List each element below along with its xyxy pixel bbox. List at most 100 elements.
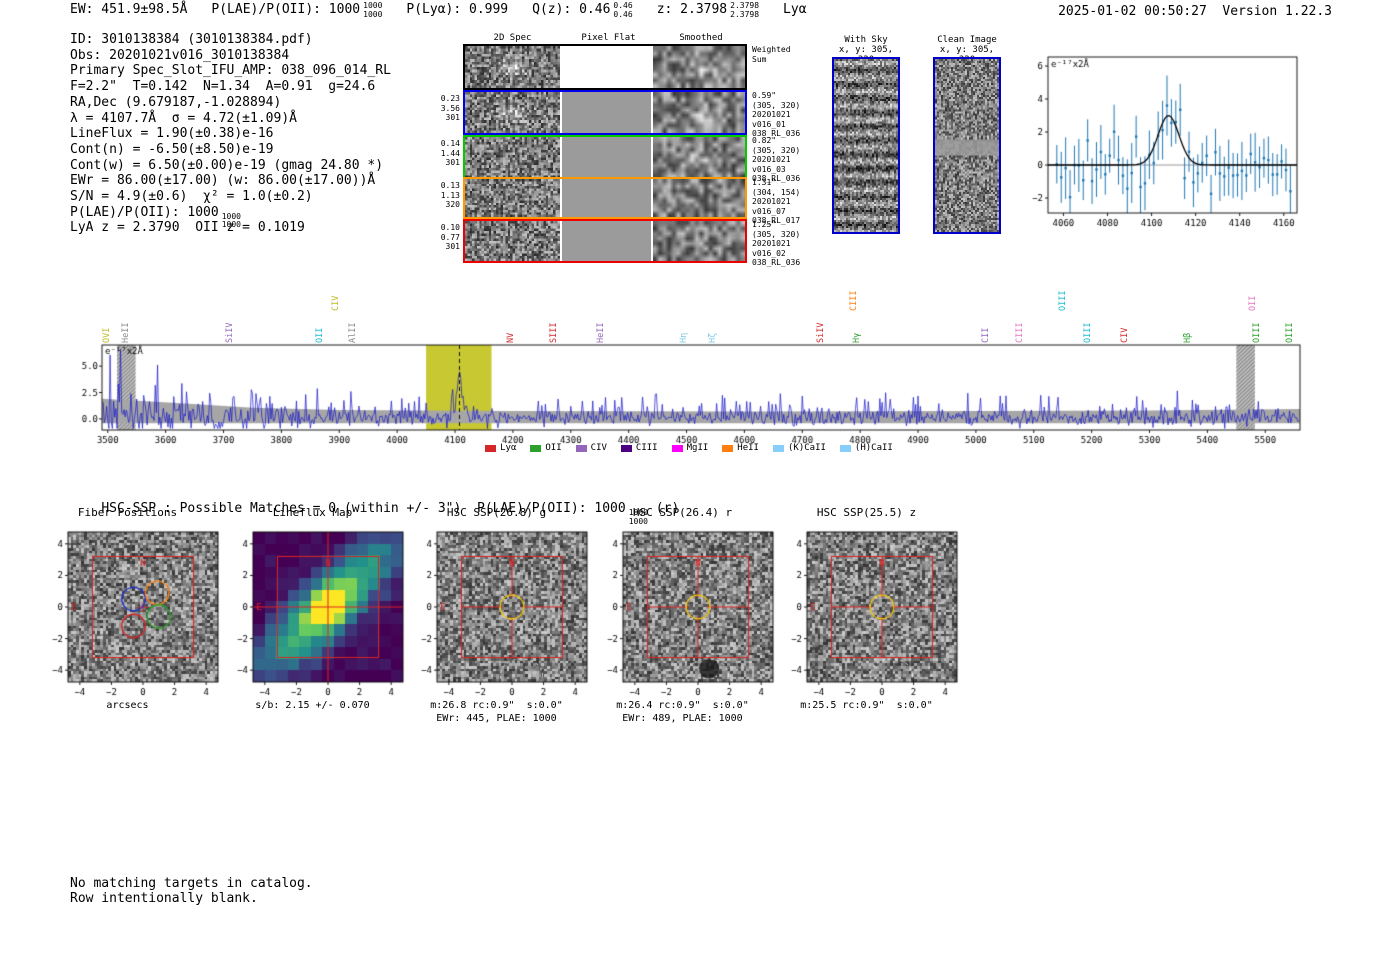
emission-line-label: HeII [596,322,607,343]
info-line: λ = 4107.7Å σ = 4.72(±1.09)Å [70,110,297,126]
spec2d-row [463,135,747,180]
cutout-panel: Fiber Positions arcsecs [35,506,220,726]
spec2d-row-meta: 1.25" (305, 320) 20201021 v016_02 038_RL… [752,220,801,267]
legend-swatch [671,444,683,452]
emission-line-label: OIII [1058,290,1069,311]
emission-line-label: Hζ [708,332,719,343]
stat-fraction: 1000 1000 [363,1,383,19]
segment-separator [560,137,562,178]
segment-separator [651,92,653,133]
spec2d-col-header: Smoothed [679,33,723,43]
cutout-panel-caption: EWr: 445, PLAE: 1000 [436,713,557,724]
info-line: LineFlux = 1.90(±0.38)e-16 [70,126,274,142]
emission-line-label: Hβ [1183,332,1194,343]
header-stat: Q(z): 0.46 [532,2,611,17]
segment-separator [560,46,562,88]
legend-swatch [839,444,851,452]
emission-line-label: OII [1247,295,1258,311]
clean-image [935,59,999,232]
report-timestamp: 2025-01-02 00:50:27 Version 1.22.3 [1058,4,1332,19]
legend-label: Lyα [500,443,517,453]
header-stat: P(LAE)/P(OII): 1000 [211,2,361,17]
spec2d-row [463,44,747,90]
spec2d-row-meta: 0.82" (305, 320) 20201021 v016_03 038_RL… [752,136,801,183]
hsc-plae-fraction: 1000 1000 [628,508,648,526]
footer-note: Row intentionally blank. [70,891,258,906]
cutout-panel-canvas [774,524,959,700]
legend-item: (H)CaII [839,443,893,453]
emission-line-label: OII [314,327,325,343]
legend-label: OII [545,443,562,453]
legend-swatch [530,444,542,452]
legend-swatch [722,444,734,452]
emission-line-label: OVI [102,327,113,343]
legend-item: Lyα [485,443,516,453]
with-sky-title: With Sky [844,35,888,45]
header-stat: EW: 451.9±98.5Å [70,2,188,17]
cutout-panel-title: HSC SSP(26.8) g [446,506,547,519]
smoothed-image [653,221,745,261]
with-sky-image [834,59,898,232]
header-stat: P(Lyα): 0.999 [406,2,509,17]
stat-fraction: 1000 1000 [221,211,241,230]
stat-fraction: 0.46 0.46 [613,1,633,19]
spec2d-row-meta: 1.31" (304, 154) 20201021 v016_07 038_RL… [752,178,801,225]
legend-label: CIII [635,443,658,453]
emission-line-label: OIII [1285,322,1296,343]
segment-separator [560,179,562,217]
cutout-panel-canvas [35,524,220,700]
info-line: Cont(w) = 6.50(±0.00)e-19 (gmag 24.80 *) [70,157,384,173]
spec2d-col-header: Pixel Flat [581,33,636,43]
emission-line-label: NV [506,332,517,343]
emission-line-label: CIV [1120,327,1131,343]
cutout-panel-caption: m:25.5 rc:0.9" s:0.0" [800,700,933,711]
emission-line-label: OIII [1252,322,1263,343]
emission-line-label: CIV [331,295,342,311]
emission-line-label: Hη [679,332,690,343]
cutout-panel-caption: m:26.4 rc:0.9" s:0.0" [616,700,749,711]
hsc-match-line: HSC-SSP : Possible Matches = 0 (within +… [70,486,679,541]
legend-swatch [485,444,497,452]
spec2d-image [465,179,560,217]
legend-label: (H)CaII [854,443,893,453]
segment-separator [651,179,653,217]
cutout-panel-caption: arcsecs [106,700,149,711]
info-line: S/N = 4.9(±0.6) χ² = 1.0(±0.2) [70,189,313,204]
hsc-match-suffix: (r) [647,501,680,516]
clean-image-title: Clean Image [937,35,997,45]
emission-line-label: CIII [848,290,859,311]
spec2d-image [465,137,560,178]
smoothed-image [653,137,745,178]
cutout-panel-title: HSC SSP(25.5) z [816,506,917,519]
legend-item: OII [530,443,562,453]
cutout-panel-title: Fiber Positions [77,506,178,519]
spec2d-image [465,221,560,261]
emission-line-label: SIII [548,322,559,343]
pixel-flat-image [562,221,651,261]
spec2d-row [463,219,747,263]
stat-fraction: 2.3798 2.3798 [730,1,760,19]
info-line: ID: 3010138384 (3010138384.pdf) [70,32,313,47]
pixel-flat-image [562,179,651,217]
spec2d-row-stats: 0.14 1.44 301 [440,139,460,167]
pixel-flat-image [562,92,651,133]
legend-item: CIV [575,443,607,453]
spec2d-image [465,46,560,88]
legend-label: (K)CaII [787,443,826,453]
info-line: Primary Spec_Slot_IFU_AMP: 038_096_014_R… [70,63,391,79]
spec2d-image [465,92,560,133]
cutout-panel: HSC SSP(26.4) r m:26.4 rc:0.9" s:0.0" EWr:… [590,506,775,726]
smoothed-image [653,92,745,133]
cutout-panel-caption: s/b: 2.15 +/- 0.070 [255,700,370,711]
line-fit-plot [1014,48,1304,243]
cutout-panel-canvas [220,524,405,700]
emission-line-label: SiIV [224,322,235,343]
legend-swatch [575,444,587,452]
cutout-panel-title: Lineflux Map [272,506,353,519]
smoothed-image [653,46,745,88]
emission-line-label: SiIV [815,322,826,343]
cutout-panel-caption: EWr: 489, PLAE: 1000 [622,713,743,724]
info-line: Cont(n) = -6.50(±8.50)e-19 [70,141,274,157]
line-fit-canvas [1014,48,1304,243]
